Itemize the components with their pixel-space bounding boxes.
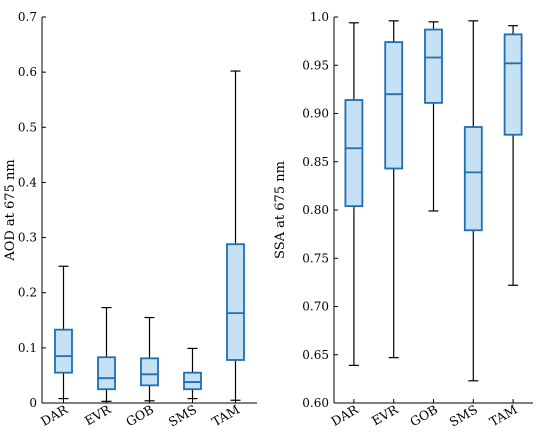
ssa-y-tick-label: 0.70 (302, 300, 329, 314)
ssa-box-gob (424, 28, 443, 104)
ssa-y-tick-label: 1.0 (310, 10, 329, 24)
aod-y-tick-label: 0.2 (18, 286, 37, 300)
aod-y-axis-title: AOD at 675 nm (3, 159, 18, 261)
aod-category-label: SMS (166, 402, 199, 430)
ssa-y-axis-title: SSA at 675 nm (273, 161, 288, 259)
aod-category-label: TAM (209, 402, 242, 430)
aod-y-tick-label: 0.1 (18, 341, 37, 355)
aod-category-label: EVR (82, 401, 114, 428)
ssa-y-tick-label: 0.60 (302, 396, 329, 410)
ssa-category-label: SMS (447, 402, 480, 430)
aod-y-tick-label: 0.7 (18, 10, 37, 24)
ssa-y-tick-label: 0.75 (302, 251, 329, 265)
aod-category-label: GOB (123, 402, 156, 430)
ssa-box-sms (463, 126, 483, 232)
aod-panel: 0 0.1 0.2 0.3 0.4 0.5 0.6 0.7 DAR EVR GOB SMS TAM AOD… (3, 10, 257, 430)
aod-box-dar (54, 328, 73, 374)
aod-box-tam (226, 243, 245, 361)
ssa-box-dar (344, 99, 364, 208)
aod-box-evr (97, 356, 116, 391)
ssa-y-tick-label: 0.80 (302, 203, 329, 217)
ssa-y-tick-label: 0.85 (302, 155, 329, 169)
ssa-panel: 0.60 0.65 0.70 0.75 0.80 0.85 0.90 0.95 1.0 DAR EV… (273, 10, 533, 430)
ssa-category-label: TAM (487, 402, 520, 430)
aod-y-tick-label: 0.4 (18, 175, 37, 189)
aod-category-label: DAR (38, 401, 71, 429)
aod-y-tick-label: 0.5 (18, 120, 37, 134)
ssa-box-evr (384, 41, 404, 170)
ssa-box-tam (503, 33, 523, 136)
aod-y-tick-label: 0.3 (18, 231, 37, 245)
ssa-y-tick-label: 0.95 (302, 58, 329, 72)
ssa-category-label: EVR (369, 401, 401, 428)
aod-box-sms (183, 371, 202, 391)
ssa-y-tick-label: 0.90 (302, 107, 329, 121)
aod-y-tick-label: 0.6 (18, 65, 37, 79)
aod-box-gob (140, 357, 159, 387)
aod-y-tick-label: 0 (29, 396, 37, 410)
ssa-y-tick-label: 0.65 (302, 348, 329, 362)
ssa-category-label: GOB (407, 402, 440, 430)
ssa-category-label: DAR (328, 401, 361, 429)
